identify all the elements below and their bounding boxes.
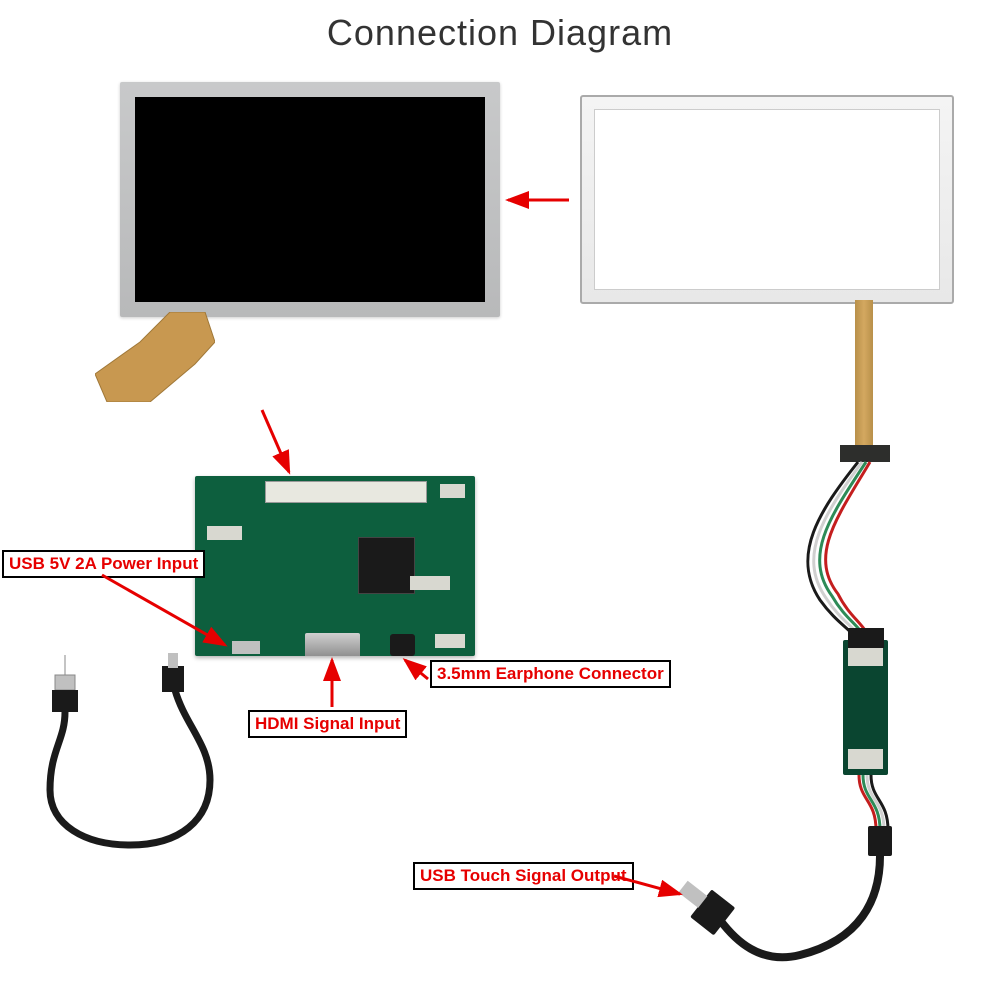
diagram-title: Connection Diagram (0, 12, 1000, 54)
lcd-ribbon-cable (95, 312, 215, 397)
driver-board-pcb (195, 476, 475, 656)
label-usb-touch: USB Touch Signal Output (413, 862, 634, 890)
touch-wire-harness-bottom (678, 775, 892, 957)
label-usb-power: USB 5V 2A Power Input (2, 550, 205, 578)
pcb-aux-connector-2 (440, 484, 465, 498)
pcb-aux-connector-1 (207, 526, 242, 540)
label-earphone: 3.5mm Earphone Connector (430, 660, 671, 688)
touch-wire-harness-top (808, 462, 884, 648)
lcd-panel (120, 82, 500, 317)
label-hdmi: HDMI Signal Input (248, 710, 407, 738)
touch-ribbon-connector (840, 445, 890, 462)
touch-panel-active-area (594, 109, 940, 290)
touch-panel (580, 95, 954, 304)
lcd-screen (135, 97, 485, 302)
pcb-aux-connector-4 (435, 634, 465, 648)
pcb-audio-jack (390, 634, 415, 656)
touch-ribbon-cable (855, 300, 873, 450)
touch-ctrl-top-connector (848, 646, 883, 666)
pcb-ffc-connector (265, 481, 427, 503)
pcb-hdmi-port (305, 633, 360, 656)
pcb-main-chip (358, 537, 415, 594)
pcb-aux-connector-3 (410, 576, 450, 590)
touch-ctrl-bottom-connector (848, 749, 883, 769)
usb-power-cable (30, 650, 250, 860)
touch-controller-board (843, 640, 888, 775)
